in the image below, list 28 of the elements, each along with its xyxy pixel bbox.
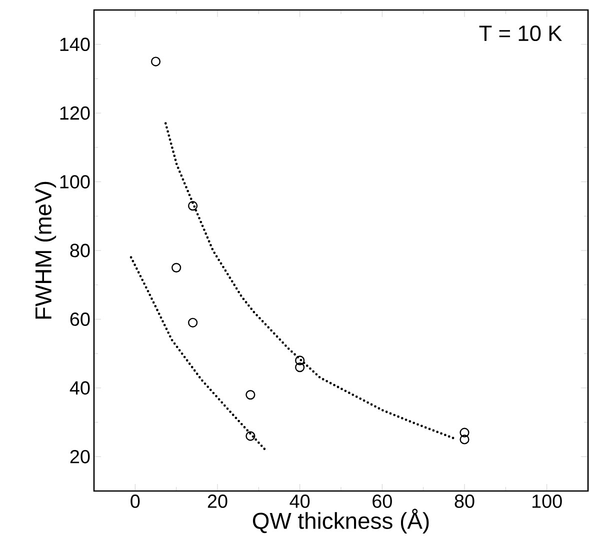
y-tick-label: 40 [70, 381, 90, 395]
point [295, 356, 305, 366]
y-tick-label: 100 [60, 175, 90, 188]
x-tick-label: 60 [372, 494, 392, 508]
y-tick-label: 120 [60, 106, 90, 120]
point [246, 390, 256, 400]
point [460, 434, 470, 444]
point [246, 431, 256, 441]
point [188, 318, 198, 328]
y-tick-label: 20 [70, 450, 90, 464]
point [295, 362, 305, 372]
line-series [164, 122, 456, 440]
y-axis-title: FWHM (meV) [34, 182, 56, 319]
x-tick-label: 80 [454, 494, 474, 508]
x-tick-label: 40 [290, 494, 310, 508]
x-tick-label: 0 [130, 494, 140, 508]
x-axis-title: QW thickness (Å) [252, 508, 429, 534]
x-tick-label: 100 [532, 494, 562, 508]
y-tick-label: 60 [70, 312, 90, 326]
y-tick-label: 140 [60, 38, 90, 52]
annotation: T = 10 K [479, 26, 562, 42]
point [150, 56, 161, 66]
point [188, 201, 198, 211]
line-series [130, 256, 268, 452]
x-tick-label: 20 [208, 494, 228, 508]
y-tick-label: 80 [70, 244, 90, 258]
point [172, 262, 182, 272]
point [460, 428, 470, 438]
